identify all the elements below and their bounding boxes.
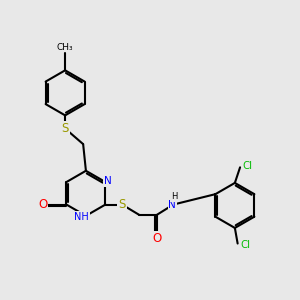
Text: NH: NH <box>74 212 89 221</box>
Text: Cl: Cl <box>243 161 253 171</box>
Text: S: S <box>61 122 69 135</box>
Text: N: N <box>168 200 176 210</box>
Text: S: S <box>118 198 126 211</box>
Text: Cl: Cl <box>240 240 250 250</box>
Text: O: O <box>152 232 161 245</box>
Text: CH₃: CH₃ <box>57 43 74 52</box>
Text: O: O <box>38 198 47 211</box>
Text: N: N <box>104 176 112 186</box>
Text: H: H <box>171 192 177 201</box>
